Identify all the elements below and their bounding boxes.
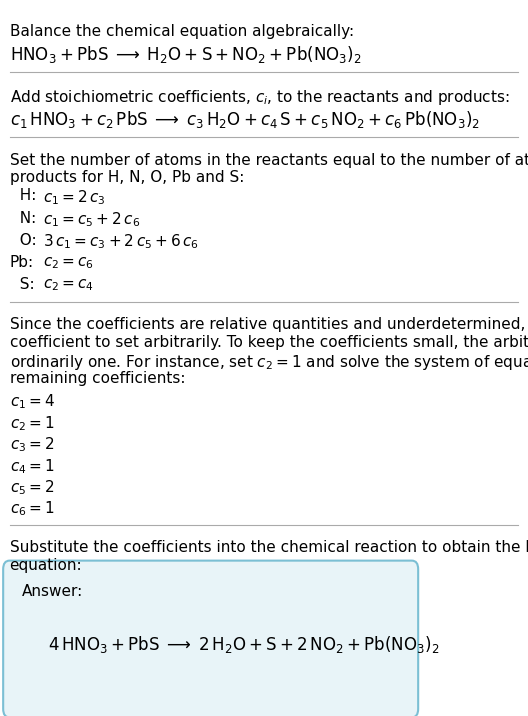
Text: Balance the chemical equation algebraically:: Balance the chemical equation algebraica… — [10, 24, 354, 39]
Text: O:: O: — [10, 233, 36, 248]
Text: Substitute the coefficients into the chemical reaction to obtain the balanced: Substitute the coefficients into the che… — [10, 540, 528, 555]
Text: $c_2 = 1$: $c_2 = 1$ — [10, 414, 54, 432]
Text: $3\,c_1 = c_3 + 2\,c_5 + 6\,c_6$: $3\,c_1 = c_3 + 2\,c_5 + 6\,c_6$ — [43, 233, 200, 251]
Text: $c_1 = 4$: $c_1 = 4$ — [10, 392, 54, 411]
Text: equation:: equation: — [10, 558, 82, 573]
Text: $c_1 = c_5 + 2\,c_6$: $c_1 = c_5 + 2\,c_6$ — [43, 211, 140, 229]
Text: Answer:: Answer: — [22, 584, 83, 599]
Text: coefficient to set arbitrarily. To keep the coefficients small, the arbitrary va: coefficient to set arbitrarily. To keep … — [10, 335, 528, 350]
Text: Pb:: Pb: — [10, 255, 34, 270]
Text: products for H, N, O, Pb and S:: products for H, N, O, Pb and S: — [10, 170, 244, 185]
Text: $c_3 = 2$: $c_3 = 2$ — [10, 435, 54, 454]
Text: N:: N: — [10, 211, 36, 226]
Text: H:: H: — [10, 188, 36, 203]
Text: ordinarily one. For instance, set $c_2 = 1$ and solve the system of equations fo: ordinarily one. For instance, set $c_2 =… — [10, 353, 528, 372]
Text: $c_6 = 1$: $c_6 = 1$ — [10, 500, 54, 518]
FancyBboxPatch shape — [3, 561, 418, 716]
Text: $c_1\,\mathrm{HNO_3} + c_2\,\mathrm{PbS} \;\longrightarrow\; c_3\,\mathrm{H_2O} : $c_1\,\mathrm{HNO_3} + c_2\,\mathrm{PbS}… — [10, 109, 479, 130]
Text: $c_2 = c_4$: $c_2 = c_4$ — [43, 277, 94, 293]
Text: $4\,\mathrm{HNO_3} + \mathrm{PbS} \;\longrightarrow\; 2\,\mathrm{H_2O} + \mathrm: $4\,\mathrm{HNO_3} + \mathrm{PbS} \;\lon… — [48, 634, 439, 654]
Text: Since the coefficients are relative quantities and underdetermined, choose a: Since the coefficients are relative quan… — [10, 317, 528, 332]
Text: $c_4 = 1$: $c_4 = 1$ — [10, 457, 54, 475]
Text: Set the number of atoms in the reactants equal to the number of atoms in the: Set the number of atoms in the reactants… — [10, 153, 528, 168]
Text: S:: S: — [10, 277, 34, 292]
Text: $c_2 = c_6$: $c_2 = c_6$ — [43, 255, 94, 271]
Text: Add stoichiometric coefficients, $c_i$, to the reactants and products:: Add stoichiometric coefficients, $c_i$, … — [10, 88, 509, 107]
Text: $c_5 = 2$: $c_5 = 2$ — [10, 478, 54, 497]
Text: $\mathrm{HNO_3 + PbS \;\longrightarrow\; H_2O + S + NO_2 + Pb(NO_3)_2}$: $\mathrm{HNO_3 + PbS \;\longrightarrow\;… — [10, 44, 361, 65]
Text: $c_1 = 2\,c_3$: $c_1 = 2\,c_3$ — [43, 188, 106, 207]
Text: remaining coefficients:: remaining coefficients: — [10, 371, 185, 386]
